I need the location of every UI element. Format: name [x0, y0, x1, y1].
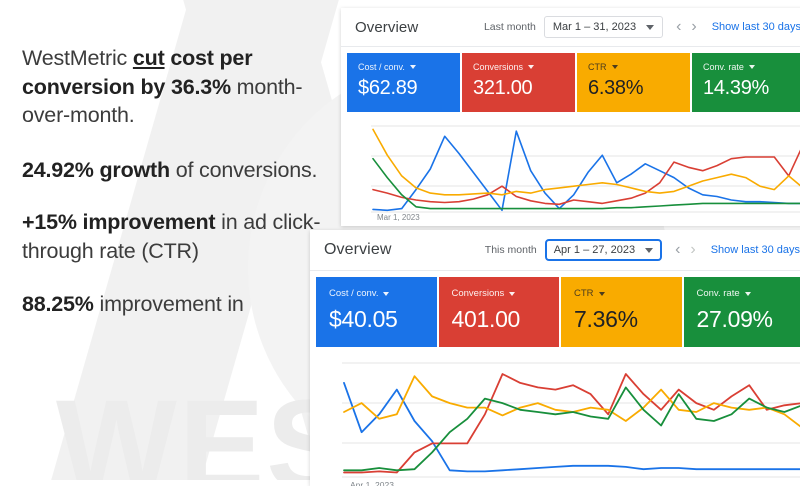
prev-period-button-march[interactable]: ‹: [671, 19, 686, 35]
chevron-down-icon[interactable]: [509, 292, 515, 296]
next-period-button-april: ›: [685, 242, 700, 258]
metric-value-conv-rate: 27.09%: [697, 306, 792, 333]
chart-series-conversions: [344, 374, 800, 473]
chevron-down-icon[interactable]: [410, 65, 416, 69]
overview-panel-march: Overview Last month Mar 1 – 31, 2023 ‹ ›…: [341, 8, 800, 226]
trend-chart-april: Apr 1, 2023: [316, 355, 800, 486]
chart-series-group-march: [373, 129, 800, 210]
metric-card-head: Cost / conv.: [329, 288, 424, 299]
metric-label-conversions: Conversions: [452, 288, 505, 299]
metric-value-ctr: 7.36%: [574, 306, 669, 333]
chevron-down-icon[interactable]: [528, 65, 534, 69]
trend-chart-svg-april: [316, 355, 800, 486]
chart-series-group-april: [344, 374, 800, 473]
next-period-button-march[interactable]: ›: [686, 19, 701, 35]
metric-label-ctr: CTR: [588, 62, 607, 72]
copy-cpa-emphasis: cut: [133, 46, 165, 70]
show-last-30-days-link-march[interactable]: Show last 30 days: [712, 21, 800, 33]
metric-card-cost-per-conv-march[interactable]: Cost / conv. $62.89: [347, 53, 460, 112]
overview-panel-april: Overview This month Apr 1 – 27, 2023 ‹ ›…: [310, 230, 800, 486]
metric-value-cost-per-conv: $40.05: [329, 306, 424, 333]
metric-label-cost-per-conv: Cost / conv.: [329, 288, 378, 299]
metric-card-head: Conversions: [452, 288, 547, 299]
panel-header-april: Overview This month Apr 1 – 27, 2023 ‹ ›…: [310, 230, 800, 271]
copy-conversions-emphasis: 24.92% growth: [22, 158, 170, 182]
date-range-selector-april[interactable]: Apr 1 – 27, 2023: [545, 239, 662, 261]
metric-card-head: Conv. rate: [697, 288, 792, 299]
chevron-down-icon[interactable]: [383, 292, 389, 296]
chart-series-conv-rate: [344, 387, 800, 470]
copy-block-conversions: 24.92% growth of conversions.: [22, 156, 322, 185]
prev-period-button-april[interactable]: ‹: [670, 242, 685, 258]
copy-ctr-emphasis: +15% improvement: [22, 210, 215, 234]
metric-label-conv-rate: Conv. rate: [703, 62, 744, 72]
chevron-down-icon[interactable]: [745, 292, 751, 296]
chevron-down-icon[interactable]: [612, 65, 618, 69]
marketing-copy-column: cut cost per conversion (CPA) WestMetric…: [22, 0, 322, 344]
metric-card-head: Conv. rate: [703, 62, 794, 72]
metric-card-head: Cost / conv.: [358, 62, 449, 72]
panel-title-april: Overview: [324, 241, 391, 259]
chevron-down-icon[interactable]: [749, 65, 755, 69]
chart-series-ctr: [344, 376, 800, 428]
metric-value-conv-rate: 14.39%: [703, 77, 794, 100]
metric-card-head: CTR: [574, 288, 669, 299]
metric-card-cost-per-conv-april[interactable]: Cost / conv. $40.05: [316, 277, 437, 347]
trend-chart-svg-march: [347, 120, 800, 224]
copy-block-cpa: WestMetric cut cost per conversion by 36…: [22, 44, 322, 130]
copy-block-clipped-bottom: 88.25% improvement in: [22, 290, 322, 319]
metric-cards-march: Cost / conv. $62.89 Conversions 321.00 C…: [347, 53, 800, 112]
chart-series-cost-conv: [373, 131, 800, 210]
panel-header-march: Overview Last month Mar 1 – 31, 2023 ‹ ›…: [341, 8, 800, 47]
metric-card-head: Conversions: [473, 62, 564, 72]
copy-cpa-part-1: WestMetric: [22, 46, 133, 70]
date-range-label-march: Last month: [484, 21, 536, 33]
date-range-value-april: Apr 1 – 27, 2023: [554, 244, 635, 256]
axis-start-date-march: Mar 1, 2023: [377, 213, 420, 222]
metric-card-ctr-march[interactable]: CTR 6.38%: [577, 53, 690, 112]
metric-value-cost-per-conv: $62.89: [358, 77, 449, 100]
chart-series-ctr: [373, 129, 800, 194]
copy-block-ctr: +15% improvement in ad click-through rat…: [22, 208, 322, 265]
metric-cards-april: Cost / conv. $40.05 Conversions 401.00 C…: [316, 277, 800, 347]
metric-card-ctr-april[interactable]: CTR 7.36%: [561, 277, 682, 347]
metric-label-conv-rate: Conv. rate: [697, 288, 740, 299]
copy-conversions-rest: of conversions.: [170, 158, 317, 182]
chart-gridlines-march: [371, 126, 800, 212]
axis-start-date-april: Apr 1, 2023: [350, 480, 394, 486]
metric-label-ctr: CTR: [574, 288, 594, 299]
panel-title-march: Overview: [355, 19, 418, 36]
chevron-down-icon: [646, 25, 654, 30]
metric-card-conversions-april[interactable]: Conversions 401.00: [439, 277, 560, 347]
metric-card-conv-rate-march[interactable]: Conv. rate 14.39%: [692, 53, 800, 112]
copy-clipped-rest: improvement in: [94, 292, 244, 316]
chevron-down-icon: [645, 248, 653, 253]
chart-gridlines-april: [342, 363, 800, 477]
metric-value-conversions: 321.00: [473, 77, 564, 100]
copy-clipped-emphasis: 88.25%: [22, 292, 94, 316]
date-range-value-march: Mar 1 – 31, 2023: [553, 21, 636, 33]
metric-value-conversions: 401.00: [452, 306, 547, 333]
show-last-30-days-link-april[interactable]: Show last 30 days: [711, 244, 800, 256]
metric-label-conversions: Conversions: [473, 62, 523, 72]
trend-chart-march: Mar 1, 2023: [347, 120, 800, 224]
metric-card-conv-rate-april[interactable]: Conv. rate 27.09%: [684, 277, 800, 347]
metric-label-cost-per-conv: Cost / conv.: [358, 62, 405, 72]
metric-card-head: CTR: [588, 62, 679, 72]
metric-card-conversions-march[interactable]: Conversions 321.00: [462, 53, 575, 112]
chevron-down-icon[interactable]: [599, 292, 605, 296]
date-range-selector-march[interactable]: Mar 1 – 31, 2023: [544, 16, 663, 38]
metric-value-ctr: 6.38%: [588, 77, 679, 100]
date-range-label-april: This month: [485, 244, 537, 256]
